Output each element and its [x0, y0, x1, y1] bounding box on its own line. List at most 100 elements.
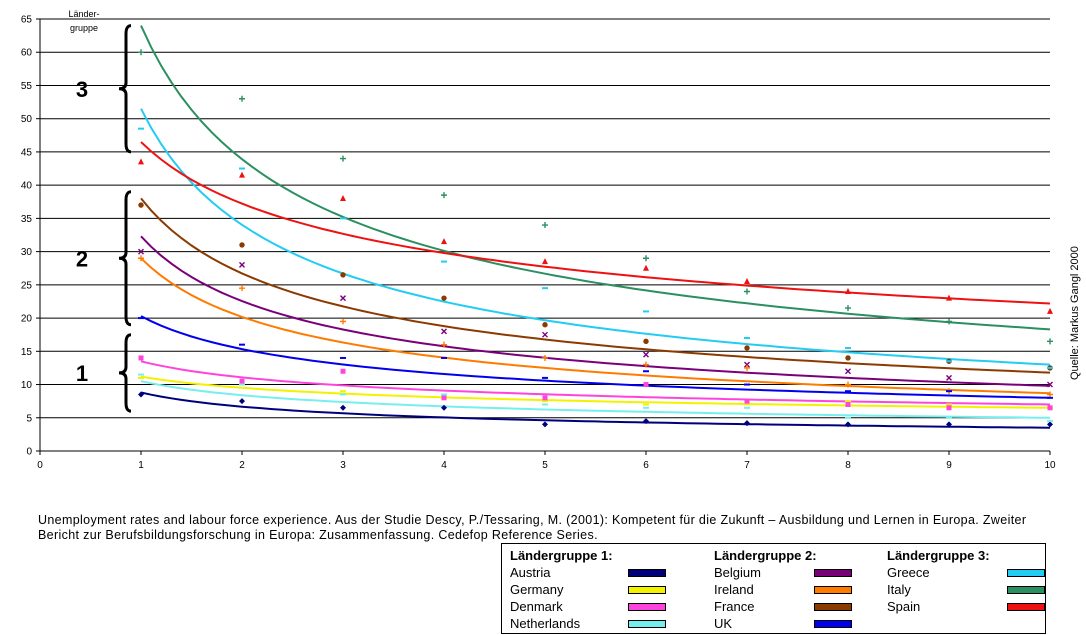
- point-germany-3: [340, 390, 346, 393]
- x-tick-label-4: 4: [441, 460, 447, 471]
- legend-label: France: [714, 599, 755, 614]
- point-uk-7: [744, 383, 750, 386]
- legend-item-belgium: Belgium: [714, 564, 854, 581]
- point-ireland-10: [1047, 391, 1053, 398]
- y-tick-label-60: 60: [21, 48, 33, 59]
- point-greece-7: [744, 337, 750, 340]
- data-points: [138, 49, 1053, 428]
- y-tick-label-55: 55: [21, 81, 33, 92]
- point-ireland-7: [744, 364, 750, 371]
- x-tick-label-9: 9: [946, 460, 952, 471]
- point-ireland-6: [643, 361, 649, 368]
- legend-swatch: [814, 603, 852, 611]
- point-denmark-5: [542, 395, 548, 401]
- point-austria-2: [239, 398, 245, 405]
- legend-group-title: Ländergruppe 2:: [714, 548, 817, 563]
- point-netherlands-7: [744, 406, 750, 409]
- legend-swatch: [1007, 603, 1045, 611]
- legend-swatch: [1007, 569, 1045, 577]
- group-axis-label-line1: Länder-: [68, 9, 99, 19]
- x-tick-label-8: 8: [845, 460, 851, 471]
- legend-swatch: [628, 620, 666, 628]
- legend-label: Germany: [510, 582, 564, 597]
- point-ireland-2: [239, 285, 245, 292]
- point-greece-9: [946, 360, 952, 363]
- point-belgium-6: [643, 351, 649, 358]
- legend-label: Italy: [887, 582, 911, 597]
- point-ireland-3: [340, 318, 346, 325]
- point-denmark-7: [744, 398, 750, 404]
- point-uk-1: [138, 317, 144, 320]
- point-uk-2: [239, 343, 245, 346]
- group-annotations: Länder- gruppe 3 2 1: [68, 9, 132, 413]
- point-france-7: [744, 345, 750, 351]
- legend-item-ireland: Ireland: [714, 581, 854, 598]
- point-spain-7: [744, 278, 750, 285]
- legend-swatch: [628, 603, 666, 611]
- point-austria-4: [441, 404, 447, 411]
- point-greece-3: [340, 217, 346, 220]
- point-uk-5: [542, 376, 548, 379]
- point-denmark-10: [1047, 405, 1053, 411]
- point-france-5: [542, 322, 548, 328]
- point-greece-10: [1047, 366, 1053, 369]
- group-brace-1: [118, 333, 132, 413]
- axes: [36, 18, 1051, 455]
- y-tick-label-15: 15: [21, 347, 33, 358]
- trend-line-spain: [140, 141, 1051, 305]
- point-italy-10: [1047, 338, 1053, 345]
- point-italy-3: [340, 155, 346, 162]
- point-belgium-4: [441, 328, 447, 335]
- point-spain-5: [542, 258, 548, 265]
- legend-group-title: Ländergruppe 3:: [887, 548, 990, 563]
- y-tick-label-40: 40: [21, 181, 33, 192]
- y-tick-label-20: 20: [21, 314, 33, 325]
- legend-item-denmark: Denmark: [510, 598, 668, 615]
- y-tick-labels: 0 5 10 15 20 25 30 35 40 45 50 55 60 65: [21, 15, 33, 458]
- point-belgium-7: [744, 361, 750, 368]
- gridlines: [40, 18, 1050, 419]
- trend-line-italy: [140, 25, 1051, 331]
- legend-item-france: France: [714, 598, 854, 615]
- point-spain-1: [138, 158, 144, 165]
- trend-line-denmark: [140, 360, 1051, 406]
- point-uk-10: [1047, 396, 1053, 399]
- point-denmark-3: [340, 368, 346, 374]
- legend-swatch: [814, 586, 852, 594]
- point-spain-3: [340, 194, 346, 201]
- x-tick-label-3: 3: [340, 460, 346, 471]
- point-netherlands-4: [441, 393, 447, 396]
- legend-item-greece: Greece: [887, 564, 1047, 581]
- point-netherlands-1: [138, 373, 144, 376]
- point-france-4: [441, 295, 447, 301]
- legend-swatch: [814, 569, 852, 577]
- point-austria-1: [138, 391, 144, 398]
- x-tick-label-5: 5: [542, 460, 548, 471]
- trend-line-france: [140, 197, 1051, 374]
- legend-label: Austria: [510, 565, 551, 580]
- legend-swatch: [814, 620, 852, 628]
- y-tick-label-45: 45: [21, 147, 33, 158]
- point-netherlands-2: [239, 383, 245, 386]
- legend-swatch: [1007, 586, 1045, 594]
- legend-group-3: Ländergruppe 3: Greece Italy Spain: [887, 547, 1047, 615]
- point-italy-9: [946, 318, 952, 325]
- point-germany-5: [542, 400, 548, 403]
- legend-item-italy: Italy: [887, 581, 1047, 598]
- legend-item-uk: UK: [714, 615, 854, 632]
- legend-group-1: Ländergruppe 1: Austria Germany Denmark Neth…: [510, 547, 668, 632]
- trend-line-germany: [140, 375, 1051, 409]
- legend-item-germany: Germany: [510, 581, 668, 598]
- trend-lines: [140, 25, 1051, 429]
- point-ireland-8: [845, 381, 851, 388]
- point-austria-6: [643, 418, 649, 425]
- point-ireland-5: [542, 354, 548, 361]
- point-netherlands-10: [1047, 420, 1053, 423]
- point-netherlands-8: [845, 416, 851, 419]
- point-italy-6: [643, 255, 649, 262]
- point-spain-4: [441, 238, 447, 245]
- point-denmark-1: [138, 355, 144, 361]
- point-greece-4: [441, 260, 447, 263]
- point-belgium-8: [845, 368, 851, 375]
- point-austria-3: [340, 404, 346, 411]
